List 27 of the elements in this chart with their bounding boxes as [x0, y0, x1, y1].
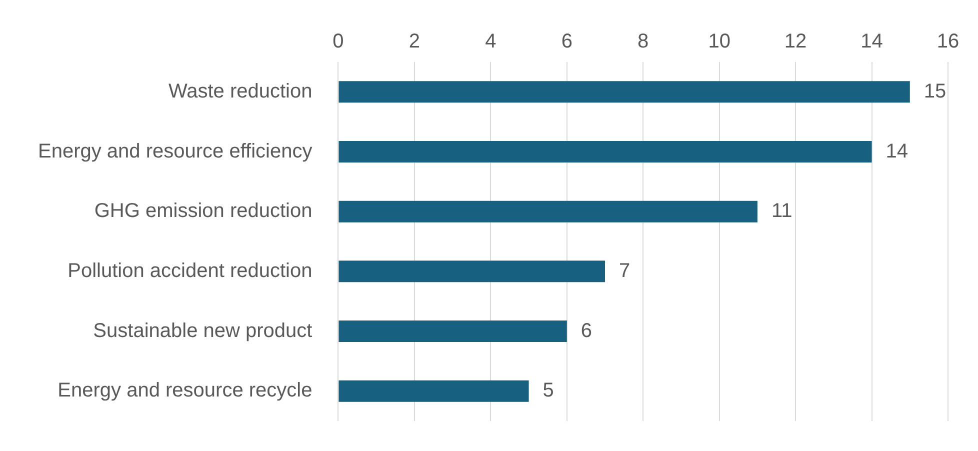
x-tick-label: 16: [936, 30, 960, 53]
y-tick-label: GHG emission reduction: [94, 200, 312, 222]
bar: [338, 320, 567, 342]
bar: [338, 81, 910, 103]
x-tick-label: 4: [485, 30, 496, 53]
x-tick-label: 0: [332, 30, 344, 53]
bar: [338, 140, 872, 163]
data-label: 7: [619, 260, 630, 282]
y-tick-label: Waste reduction: [168, 80, 312, 102]
y-tick-label: Sustainable new product: [93, 320, 313, 342]
y-tick-label: Pollution accident reduction: [68, 260, 312, 282]
data-label: 15: [924, 80, 946, 102]
data-label: 11: [771, 200, 792, 222]
x-tick-label: 8: [638, 30, 649, 53]
bar: [338, 380, 529, 402]
data-label: 5: [542, 380, 554, 402]
x-tick-label: 12: [784, 30, 807, 53]
data-label: 6: [580, 320, 592, 342]
y-tick-label: Energy and resource recycle: [58, 380, 312, 402]
y-tick-label: Energy and resource efficiency: [38, 140, 312, 162]
x-tick-label: 6: [561, 30, 572, 53]
x-tick-label: 2: [408, 30, 420, 53]
data-label: 14: [886, 140, 908, 162]
bar: [338, 200, 758, 222]
x-tick-label: 10: [708, 30, 730, 53]
bar: [338, 260, 606, 282]
x-tick-label: 14: [860, 30, 883, 53]
